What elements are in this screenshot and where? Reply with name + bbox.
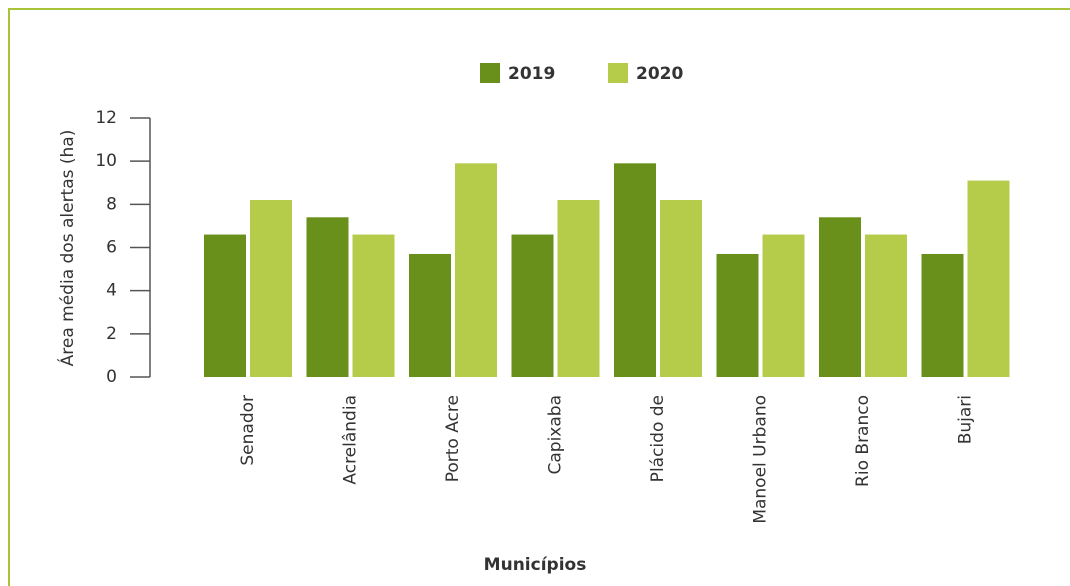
x-tick-label: Manoel Urbano	[751, 395, 771, 524]
y-tick-label: 4	[106, 281, 117, 301]
bar	[306, 217, 349, 377]
x-tick-label: Plácido de	[648, 395, 668, 482]
legend-swatch	[480, 63, 500, 83]
y-tick-label: 8	[106, 194, 117, 214]
bar	[511, 234, 554, 377]
bar	[967, 180, 1010, 377]
y-tick-label: 12	[95, 108, 117, 128]
bar	[557, 200, 600, 377]
x-tick-label: Porto Acre	[443, 395, 463, 482]
legend-swatch	[608, 63, 628, 83]
x-axis-title: Municípios	[484, 555, 587, 575]
y-tick-label: 2	[106, 324, 117, 344]
bar	[716, 253, 759, 377]
x-tick-label: Acrelândia	[341, 395, 361, 485]
y-tick-label: 0	[106, 367, 117, 387]
bar	[409, 253, 451, 377]
bar	[614, 163, 656, 377]
y-tick-label: 6	[106, 238, 117, 258]
bar	[204, 234, 246, 377]
legend-label: 2019	[508, 64, 555, 84]
bar	[865, 234, 907, 377]
bar	[250, 200, 292, 377]
x-tick-label: Bujari	[956, 395, 976, 444]
legend-label: 2020	[636, 64, 683, 84]
y-axis-title: Área média dos alertas (ha)	[56, 130, 78, 367]
bar	[762, 234, 805, 377]
bar	[352, 234, 395, 377]
frame	[8, 8, 1070, 586]
y-tick-label: 10	[95, 151, 117, 171]
bar	[921, 253, 964, 377]
bar	[819, 217, 861, 377]
bar	[660, 200, 702, 377]
x-tick-label: Capixaba	[546, 395, 566, 475]
x-tick-label: Rio Branco	[853, 395, 873, 487]
x-tick-label: Senador	[238, 395, 258, 466]
bar	[455, 163, 497, 377]
